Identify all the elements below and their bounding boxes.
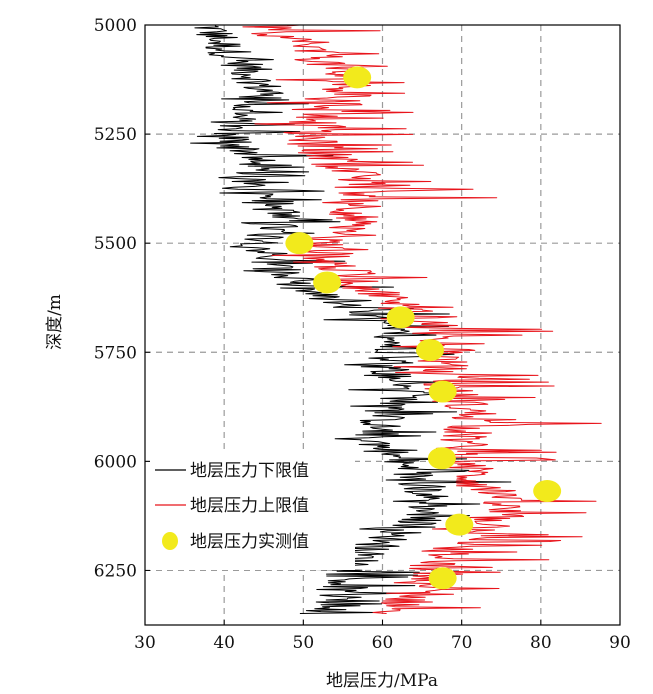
y-tick-label-5: 6250 (94, 561, 137, 581)
x-tick-label-4: 70 (451, 633, 473, 653)
y-axis: 5000 5250 5500 5750 6000 6250 (94, 16, 150, 581)
y-tick-label-2: 5500 (94, 234, 137, 254)
measured-point-5 (428, 380, 457, 403)
x-tick-label-1: 40 (213, 633, 235, 653)
legend-label-upper: 地层压力上限值 (190, 496, 309, 516)
y-tick-label-0: 5000 (94, 16, 137, 36)
x-tick-label-0: 30 (134, 633, 156, 653)
measured-point-9 (428, 567, 457, 590)
y-tick-label-1: 5250 (94, 125, 137, 145)
y-tick-label-4: 6000 (94, 452, 137, 472)
y-axis-title: 深度/m (45, 294, 65, 350)
legend-swatch-measured (162, 532, 178, 550)
y-tick-label-3: 5750 (94, 343, 137, 363)
measured-point-3 (386, 306, 415, 329)
measured-point-4 (416, 339, 444, 362)
x-tick-label-5: 80 (530, 633, 552, 653)
legend-label-lower: 地层压力下限值 (190, 461, 309, 481)
measured-point-8 (445, 513, 474, 536)
measured-point-2 (313, 271, 342, 294)
series-measured (285, 66, 562, 590)
x-tick-label-3: 60 (372, 633, 394, 653)
measured-point-1 (285, 232, 314, 255)
x-axis: 30 40 50 60 70 80 90 (134, 620, 631, 653)
x-axis-title: 地层压力/MPa (326, 671, 438, 691)
legend: 地层压力下限值 地层压力上限值 地层压力实测值 (150, 450, 355, 570)
x-tick-label-6: 90 (609, 633, 631, 653)
measured-point-0 (343, 66, 372, 89)
measured-point-7 (533, 480, 562, 503)
x-tick-label-2: 50 (293, 633, 315, 653)
legend-label-measured: 地层压力实测值 (190, 532, 309, 552)
measured-point-6 (427, 447, 456, 470)
